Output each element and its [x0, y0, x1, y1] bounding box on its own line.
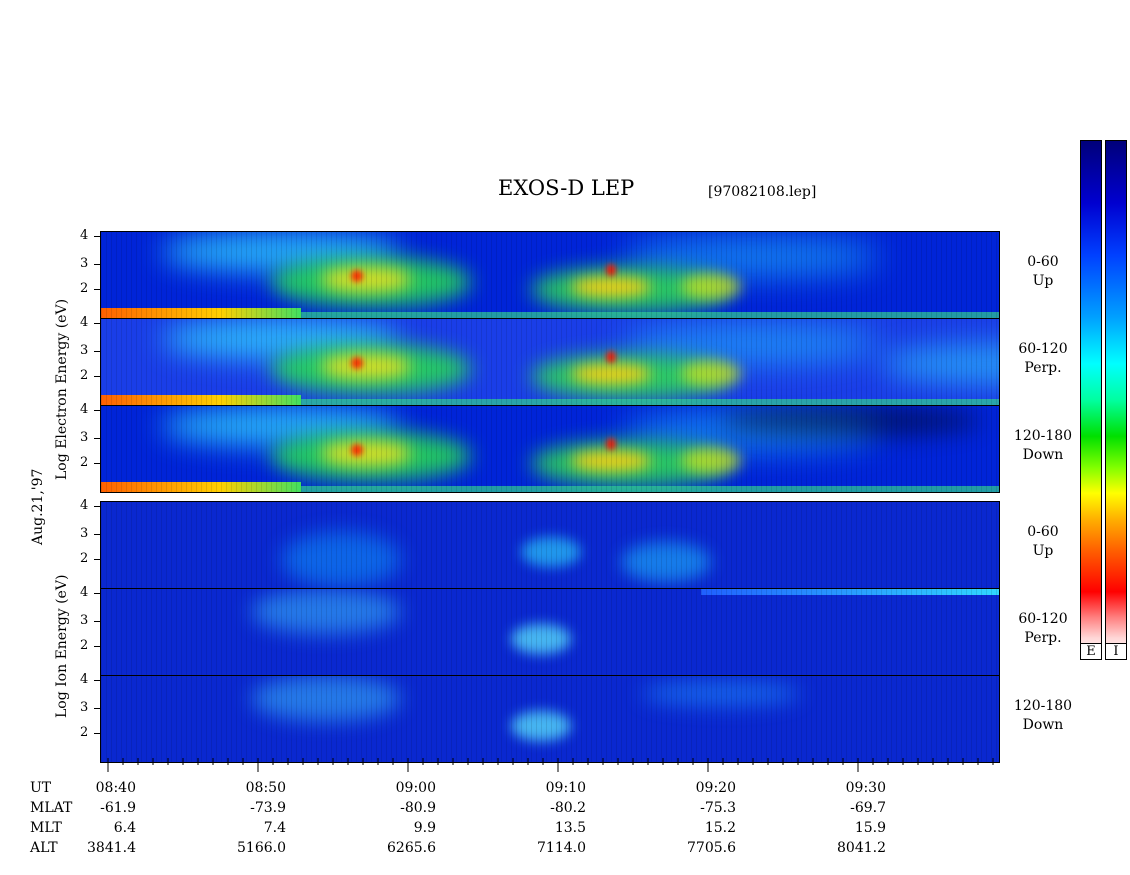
y-tick-label: 3 — [80, 526, 89, 541]
y-tick-mark — [94, 376, 100, 377]
panel-label-i-up: 0-60 Up — [1008, 523, 1078, 561]
ephemeris-value-mlt: 15.2 — [704, 820, 736, 836]
panel-pitch-range: 0-60 — [1027, 254, 1059, 270]
y-tick-mark — [94, 646, 100, 647]
ephemeris-row-label: MLAT — [30, 800, 73, 816]
ephemeris-value-ut: 08:40 — [95, 780, 136, 796]
y-tick-mark — [94, 708, 100, 709]
y-tick-label: 2 — [80, 455, 89, 470]
ephemeris-value-mlt: 9.9 — [413, 820, 436, 836]
ephemeris-value-alt: 3841.4 — [87, 840, 136, 856]
y-tick-label: 4 — [80, 585, 89, 600]
ephemeris-value-mlat: -61.9 — [100, 800, 136, 816]
y-tick-label: 3 — [80, 700, 89, 715]
ephemeris-value-alt: 8041.2 — [837, 840, 886, 856]
y-tick-mark — [94, 289, 100, 290]
file-name-label: [97082108.lep] — [708, 184, 817, 200]
panel-label-i-perp: 60-120 Perp. — [1008, 610, 1078, 648]
ion-y-axis-label: Log Ion Energy (eV) — [54, 574, 70, 718]
y-tick-label: 4 — [80, 228, 89, 243]
panel-direction: Down — [1022, 717, 1064, 733]
y-tick-label: 2 — [80, 368, 89, 383]
ephemeris-value-ut: 09:10 — [545, 780, 586, 796]
y-tick-label: 2 — [80, 281, 89, 296]
panel-direction: Up — [1032, 273, 1054, 289]
spectrogram-panel-i-perp — [100, 588, 1000, 676]
ephemeris-value-alt: 5166.0 — [237, 840, 286, 856]
y-tick-mark — [94, 323, 100, 324]
ephemeris-value-mlat: -80.9 — [400, 800, 436, 816]
panel-pitch-range: 60-120 — [1018, 341, 1068, 357]
y-tick-label: 2 — [80, 638, 89, 653]
spectrogram-panel-e-perp — [100, 318, 1000, 406]
ephemeris-value-ut: 08:50 — [245, 780, 286, 796]
y-tick-label: 3 — [80, 343, 89, 358]
spectrogram-panel-i-up — [100, 501, 1000, 589]
ephemeris-value-ut: 09:30 — [845, 780, 886, 796]
ephemeris-row-label: ALT — [30, 840, 58, 856]
ephemeris-value-alt: 6265.6 — [387, 840, 436, 856]
panel-direction: Up — [1032, 543, 1054, 559]
y-tick-mark — [94, 733, 100, 734]
ephemeris-value-mlat: -80.2 — [550, 800, 586, 816]
y-tick-mark — [94, 534, 100, 535]
ephemeris-value-mlt: 15.9 — [854, 820, 886, 836]
ephemeris-row-label: MLT — [30, 820, 62, 836]
y-tick-label: 4 — [80, 498, 89, 513]
panel-pitch-range: 60-120 — [1018, 611, 1068, 627]
ephemeris-value-ut: 09:00 — [395, 780, 436, 796]
spectrogram-panel-i-down — [100, 675, 1000, 763]
panel-pitch-range: 0-60 — [1027, 524, 1059, 540]
y-tick-label: 4 — [80, 315, 89, 330]
y-tick-mark — [94, 351, 100, 352]
chart-title: EXOS-D LEP — [498, 176, 635, 200]
y-tick-label: 2 — [80, 551, 89, 566]
ephemeris-value-mlat: -73.9 — [250, 800, 286, 816]
y-tick-mark — [94, 463, 100, 464]
y-tick-mark — [94, 264, 100, 265]
y-tick-mark — [94, 236, 100, 237]
panel-direction: Down — [1022, 447, 1064, 463]
y-tick-label: 4 — [80, 672, 89, 687]
date-label: Aug.21,'97 — [30, 468, 46, 545]
electron-colorbar — [1080, 140, 1102, 660]
ion-colorbar — [1105, 140, 1127, 660]
y-tick-mark — [94, 593, 100, 594]
spectrogram-panel-e-down — [100, 405, 1000, 493]
ephemeris-value-alt: 7705.6 — [687, 840, 736, 856]
panel-direction: Perp. — [1024, 360, 1062, 376]
y-tick-mark — [94, 559, 100, 560]
ion-colorbar-label: I — [1105, 643, 1127, 660]
panel-label-e-perp: 60-120 Perp. — [1008, 340, 1078, 378]
x-axis-ticks — [107, 758, 994, 772]
y-tick-label: 3 — [80, 613, 89, 628]
ephemeris-row-label: UT — [30, 780, 52, 796]
y-tick-mark — [94, 621, 100, 622]
y-tick-label: 3 — [80, 256, 89, 271]
ephemeris-value-alt: 7114.0 — [537, 840, 586, 856]
spectrogram-panel-e-up — [100, 231, 1000, 319]
y-tick-label: 2 — [80, 725, 89, 740]
ephemeris-value-mlt: 6.4 — [113, 820, 136, 836]
y-tick-mark — [94, 506, 100, 507]
ephemeris-value-mlat: -69.7 — [850, 800, 886, 816]
y-tick-mark — [94, 438, 100, 439]
panel-pitch-range: 120-180 — [1013, 698, 1073, 714]
panel-label-e-up: 0-60 Up — [1008, 253, 1078, 291]
y-tick-label: 4 — [80, 402, 89, 417]
ephemeris-value-ut: 09:20 — [695, 780, 736, 796]
panel-pitch-range: 120-180 — [1013, 428, 1073, 444]
electron-y-axis-label: Log Electron Energy (eV) — [54, 298, 70, 480]
panel-label-e-down: 120-180 Down — [1008, 427, 1078, 465]
electron-colorbar-label: E — [1080, 643, 1102, 660]
y-tick-label: 3 — [80, 430, 89, 445]
ephemeris-value-mlt: 7.4 — [263, 820, 286, 836]
y-tick-mark — [94, 680, 100, 681]
ephemeris-value-mlt: 13.5 — [554, 820, 586, 836]
ephemeris-value-mlat: -75.3 — [700, 800, 736, 816]
panel-direction: Perp. — [1024, 630, 1062, 646]
panel-label-i-down: 120-180 Down — [1008, 697, 1078, 735]
y-tick-mark — [94, 410, 100, 411]
